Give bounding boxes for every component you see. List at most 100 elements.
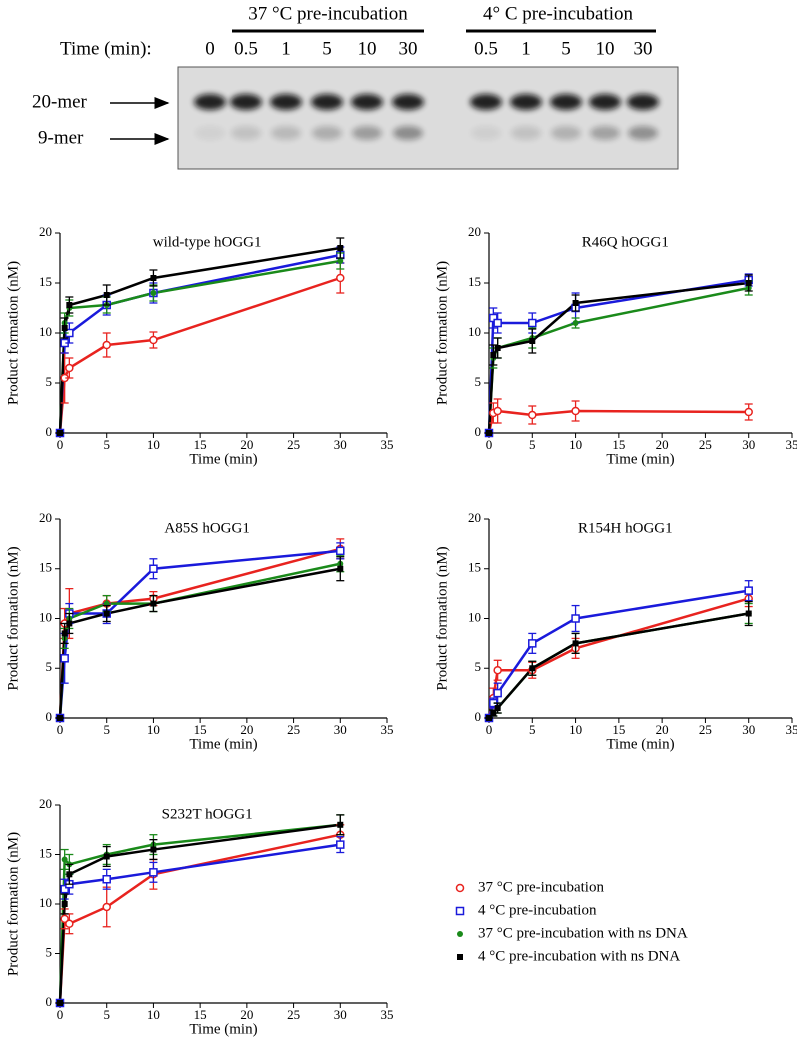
y-tick-label: 0 bbox=[475, 424, 482, 439]
chart: 0 5 10 15 20 0 5 10 15 20 25 30 35 Time (min) Product … bbox=[5, 796, 393, 1037]
marker bbox=[494, 345, 501, 351]
x-tick-label: 10 bbox=[147, 722, 160, 737]
lane-label: 1 bbox=[521, 38, 531, 59]
x-tick-label: 0 bbox=[57, 437, 64, 452]
marker bbox=[493, 688, 502, 698]
y-axis-label: Product formation (nM) bbox=[5, 546, 21, 690]
x-tick-label: 20 bbox=[656, 437, 669, 452]
x-tick-label: 30 bbox=[742, 722, 755, 737]
y-tick-label: 5 bbox=[46, 659, 53, 674]
x-tick-label: 5 bbox=[103, 722, 110, 737]
x-tick-label: 20 bbox=[656, 722, 669, 737]
marker bbox=[744, 407, 753, 417]
x-tick-label: 10 bbox=[147, 437, 160, 452]
y-axis-label: Product formation (nM) bbox=[5, 261, 21, 405]
x-tick-label: 35 bbox=[786, 722, 797, 737]
y-tick-label: 10 bbox=[39, 609, 52, 624]
legend-item: 37 °C pre-incubation with ns DNA bbox=[457, 925, 688, 941]
x-tick-label: 5 bbox=[103, 1007, 110, 1022]
marker bbox=[66, 871, 73, 878]
marker bbox=[102, 340, 111, 350]
x-axis-label: Time (min) bbox=[189, 451, 257, 467]
marker bbox=[528, 318, 537, 328]
x-tick-label: 0 bbox=[486, 722, 493, 737]
y-tick-label: 0 bbox=[46, 709, 53, 724]
marker bbox=[149, 868, 158, 877]
marker bbox=[493, 406, 502, 416]
band-20mer bbox=[270, 94, 302, 110]
band-20mer bbox=[589, 94, 621, 110]
marker bbox=[336, 273, 345, 283]
marker bbox=[149, 564, 158, 573]
chart: 0 5 10 15 20 0 5 10 15 20 25 30 35 Time (min) Product … bbox=[5, 224, 393, 467]
x-tick-label: 0 bbox=[486, 437, 493, 452]
band-20mer bbox=[230, 94, 262, 110]
marker bbox=[103, 610, 110, 617]
marker bbox=[150, 275, 157, 281]
marker bbox=[61, 630, 68, 637]
marker bbox=[528, 639, 537, 648]
x-tick-label: 35 bbox=[786, 437, 797, 452]
series-line bbox=[487, 409, 749, 434]
marker bbox=[57, 430, 63, 436]
x-tick-label: 25 bbox=[287, 437, 300, 452]
x-axis-label: Time (min) bbox=[189, 736, 257, 752]
marker bbox=[336, 840, 345, 849]
marker bbox=[493, 665, 502, 675]
x-tick-label: 30 bbox=[742, 437, 755, 452]
x-tick-label: 10 bbox=[569, 437, 582, 452]
chart-title: A85S hOGG1 bbox=[164, 520, 249, 536]
y-tick-label: 15 bbox=[39, 845, 52, 860]
marker bbox=[61, 856, 68, 863]
marker bbox=[61, 901, 68, 907]
band-20mer bbox=[550, 94, 582, 110]
x-tick-label: 25 bbox=[699, 437, 712, 452]
lane-label: 30 bbox=[399, 38, 418, 59]
marker bbox=[66, 620, 73, 627]
y-tick-label: 0 bbox=[46, 994, 53, 1009]
marker bbox=[745, 280, 752, 286]
legend-item: 4 °C pre-incubation bbox=[455, 902, 597, 918]
x-tick-label: 20 bbox=[240, 1007, 253, 1022]
x-tick-label: 35 bbox=[381, 1007, 394, 1022]
lane-label: 5 bbox=[561, 38, 571, 59]
marker bbox=[61, 325, 68, 331]
marker bbox=[529, 665, 536, 672]
series-line bbox=[58, 246, 341, 434]
marker bbox=[60, 884, 69, 894]
gel-image bbox=[177, 66, 679, 170]
series-line bbox=[487, 597, 750, 719]
marker bbox=[103, 292, 110, 298]
condition-label: 4° C pre-incubation bbox=[483, 3, 634, 24]
band-9mer bbox=[393, 126, 423, 140]
marker bbox=[103, 853, 110, 860]
x-axis-label: Time (min) bbox=[606, 736, 674, 752]
x-tick-label: 15 bbox=[612, 722, 625, 737]
x-axis-label: Time (min) bbox=[189, 1021, 257, 1037]
legend-label: 4 °C pre-incubation with ns DNA bbox=[478, 948, 680, 964]
y-tick-label: 15 bbox=[39, 560, 52, 575]
series-line bbox=[58, 253, 341, 434]
lane-label: 0.5 bbox=[234, 38, 258, 59]
band-9mer bbox=[590, 126, 620, 140]
y-tick-label: 0 bbox=[46, 424, 53, 439]
y-tick-label: 0 bbox=[475, 709, 482, 724]
marker bbox=[65, 919, 74, 929]
band-9mer bbox=[551, 126, 581, 140]
band-9mer bbox=[628, 126, 658, 140]
lane-label: 10 bbox=[596, 38, 615, 59]
x-tick-label: 35 bbox=[381, 722, 394, 737]
marker bbox=[571, 406, 580, 416]
band-20mer bbox=[194, 94, 226, 110]
series-line bbox=[58, 276, 341, 434]
x-tick-label: 15 bbox=[194, 437, 207, 452]
band-label: 9-mer bbox=[38, 127, 84, 148]
x-tick-label: 10 bbox=[147, 1007, 160, 1022]
marker bbox=[336, 546, 345, 556]
series-line bbox=[488, 612, 749, 719]
y-tick-label: 5 bbox=[46, 944, 53, 959]
x-tick-label: 15 bbox=[194, 1007, 207, 1022]
band-9mer bbox=[195, 126, 225, 140]
legend-item: 37 °C pre-incubation bbox=[455, 879, 604, 895]
